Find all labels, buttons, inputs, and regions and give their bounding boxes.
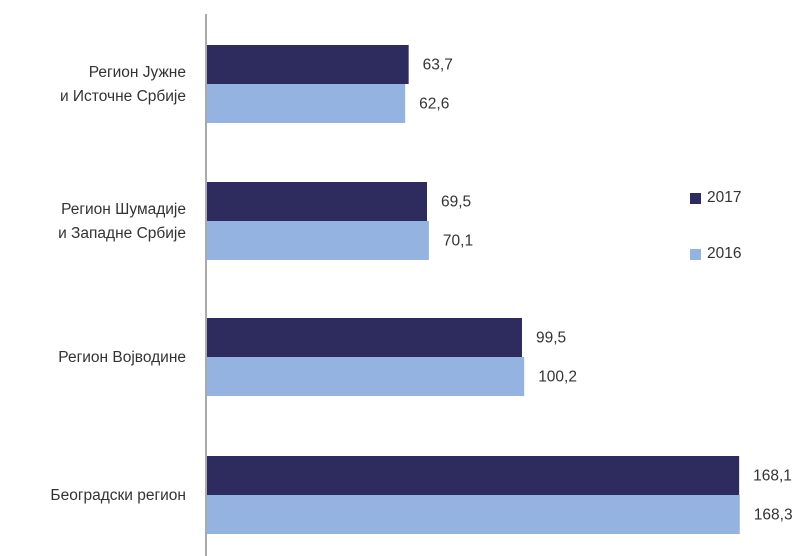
value-label-2016-0: 62,6 <box>419 96 449 113</box>
value-label-2016-1: 70,1 <box>443 233 473 250</box>
value-label-2016-3: 168,3 <box>754 507 793 524</box>
category-label-2-line-0: Регион Војводине <box>58 349 186 366</box>
bar-2016-1 <box>207 221 429 260</box>
legend-label-2016: 2016 <box>707 245 742 262</box>
bar-2017-1 <box>207 182 428 221</box>
value-label-2016-2: 100,2 <box>538 369 577 386</box>
legend-item-2017: 2017 <box>690 188 741 208</box>
category-label-1-line-0: Регион Шумадије <box>61 201 186 218</box>
value-label-2017-1: 69,5 <box>441 194 471 211</box>
bar-2016-0 <box>207 84 406 123</box>
legend-swatch-2016 <box>690 248 701 260</box>
bar-2016-2 <box>207 357 525 396</box>
bar-2016-3 <box>207 495 740 534</box>
value-label-2017-2: 99,5 <box>536 330 566 347</box>
value-label-2017-3: 168,1 <box>753 468 792 485</box>
legend-item-2016: 2016 <box>690 244 741 264</box>
category-label-0-line-0: Регион Јужне <box>89 64 186 81</box>
category-label-3-line-0: Београдски регион <box>50 487 186 504</box>
legend: 2017 2016 <box>690 188 741 300</box>
value-label-2017-0: 63,7 <box>423 57 453 74</box>
category-label-1-line-1: и Западне Србије <box>58 225 186 242</box>
bar-2017-0 <box>207 45 409 84</box>
legend-label-2017: 2017 <box>707 189 742 206</box>
legend-swatch-2017 <box>690 192 701 204</box>
bar-2017-3 <box>207 456 740 495</box>
category-label-0-line-1: и Источне Србије <box>60 88 186 105</box>
bar-2017-2 <box>207 318 522 357</box>
